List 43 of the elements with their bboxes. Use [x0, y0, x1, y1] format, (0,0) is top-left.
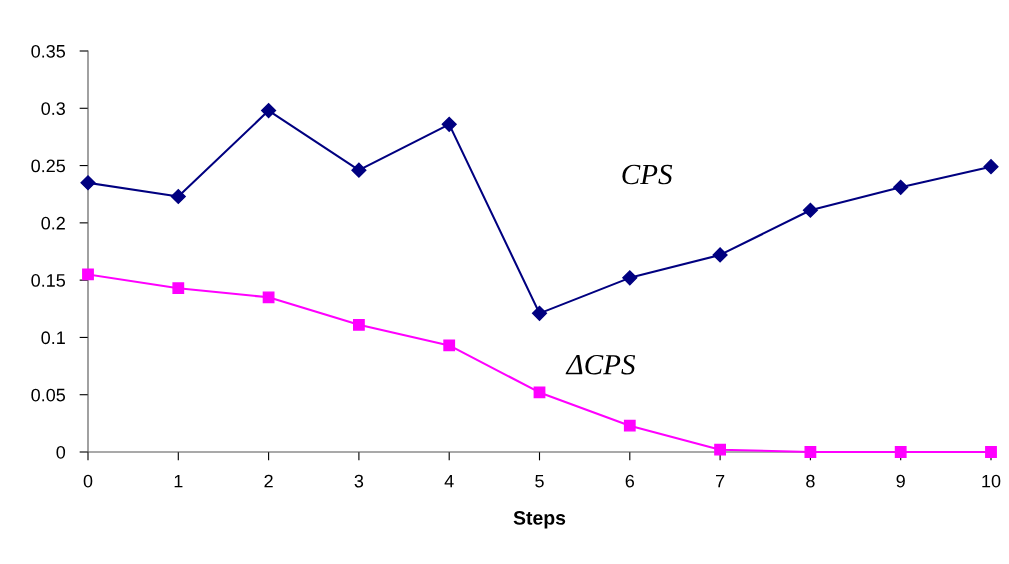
point: [262, 291, 275, 304]
y-tick-label: 0.15: [31, 274, 66, 287]
point: [622, 270, 638, 286]
point: [441, 116, 457, 132]
x-tick-label: 3: [354, 474, 364, 488]
point: [714, 443, 727, 456]
x-tick-label: 6: [625, 474, 635, 488]
point: [172, 282, 185, 295]
y-tick-label: 0.2: [41, 216, 65, 230]
x-tick-label: 9: [896, 474, 905, 488]
x-tick-label: 1: [174, 474, 183, 488]
y-tick-label: 0.3: [41, 102, 65, 116]
point: [531, 305, 548, 321]
y-tick-label: 0.1: [41, 331, 65, 345]
point: [712, 247, 728, 263]
x-tick-label: 8: [806, 474, 815, 488]
point: [170, 188, 186, 205]
point: [985, 446, 997, 458]
x-tick-label: 7: [716, 474, 725, 488]
point: [443, 339, 456, 352]
point: [893, 179, 909, 195]
point: [352, 318, 365, 331]
x-tick-label: 4: [444, 474, 454, 488]
point: [894, 446, 907, 458]
point: [261, 103, 277, 119]
point: [804, 446, 817, 458]
point: [80, 175, 96, 191]
x-tick-label: 2: [264, 474, 273, 488]
y-tick-label: 0.05: [31, 388, 66, 402]
series-label: ΔCPS: [565, 354, 636, 375]
x-tick-label: 0: [83, 474, 93, 488]
y-tick-label: 0: [56, 445, 66, 459]
x-tick-label: 10: [982, 474, 1001, 488]
x-axis-title: Steps: [513, 511, 566, 529]
point: [351, 162, 367, 178]
text: CPS: [622, 164, 673, 185]
x-tick-label: 5: [535, 474, 544, 488]
y-tick-label: 0.35: [31, 44, 66, 58]
point: [623, 419, 636, 432]
point: [82, 268, 94, 281]
y-tick-label: 0.25: [31, 159, 66, 173]
point: [802, 202, 818, 218]
point: [983, 159, 999, 175]
